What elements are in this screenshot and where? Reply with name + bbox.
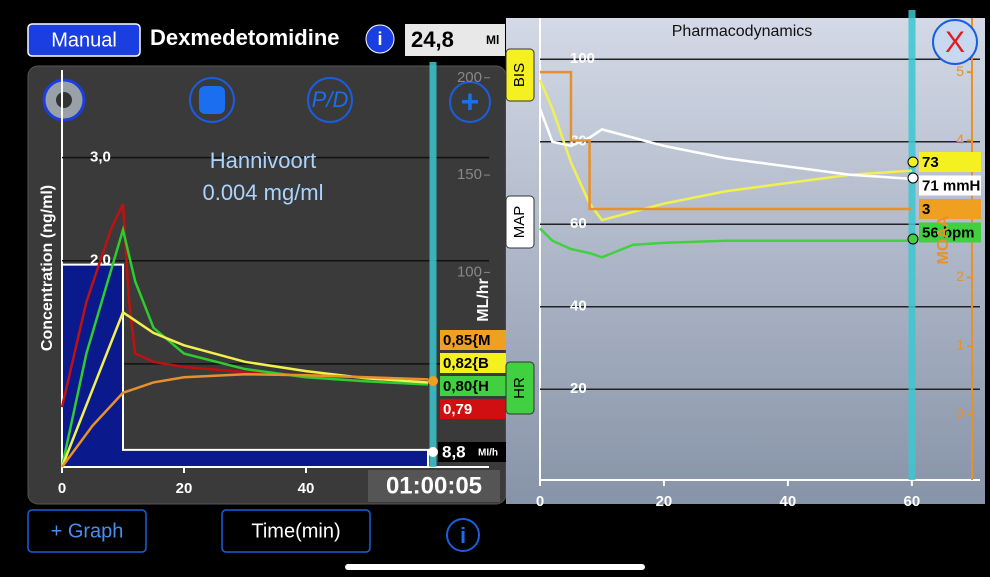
end-label-bg [919, 199, 981, 219]
side-label-bg [505, 361, 535, 415]
elapsed-box [368, 470, 500, 502]
y2-axis-label: MOAA [935, 215, 952, 264]
y-tick-label: 40 [570, 298, 587, 315]
database-icon[interactable] [189, 77, 235, 123]
y2-tick-label: 0 [956, 405, 964, 421]
right-panel [506, 18, 985, 504]
side-label-bg [505, 48, 535, 102]
end-label-bg [440, 376, 506, 396]
plus-icon[interactable]: + [449, 81, 491, 123]
x-tick-label: 40 [298, 480, 315, 497]
elapsed-time: 01:00:05 [386, 472, 482, 499]
end-label: 0,79 [443, 401, 472, 418]
end-label: 56 bpm [922, 224, 975, 241]
info-label: i [460, 523, 466, 548]
end-label: 3 [922, 201, 930, 218]
series-line [60, 224, 429, 468]
x-tick-label: 0 [58, 480, 66, 497]
drug-concentration: 0.004 mg/ml [202, 180, 323, 205]
end-label: 0,85{M [443, 332, 491, 349]
pd-ring [307, 77, 353, 123]
end-label: 0,82{B [443, 355, 489, 372]
series-line [60, 372, 429, 468]
manual-label: Manual [51, 29, 117, 51]
end-label-bg [919, 222, 981, 243]
x-tick-label: 20 [656, 493, 673, 510]
plus-text: + [461, 83, 480, 119]
side-label-bg [505, 195, 535, 249]
y2-tick-label: 1 [956, 337, 964, 353]
time-label: Time(min) [251, 520, 340, 542]
x-tick-label: 20 [176, 480, 193, 497]
cursor-dot [907, 233, 919, 245]
series-line [539, 227, 912, 259]
end-label: 71 mmH [922, 177, 980, 194]
series-line [60, 310, 429, 468]
info-button[interactable] [446, 518, 480, 552]
rate-label-unit: MI/h [478, 448, 498, 459]
y2-tick-label: 200 [457, 69, 482, 86]
side-label: HR [511, 377, 528, 399]
y2-tick-label: 150 [457, 166, 482, 183]
rate-label: 8,8 [442, 442, 466, 461]
rate-unit: Ml [486, 33, 499, 47]
rate-label-bg [438, 442, 506, 462]
info-icon-text: i [377, 29, 382, 49]
manual-button[interactable] [27, 23, 141, 57]
close-button[interactable] [932, 19, 978, 65]
y-tick-label: 20 [570, 380, 587, 397]
db-body [199, 86, 225, 114]
drug-name: Dexmedetomidine [150, 25, 340, 50]
cursor-dot [907, 172, 919, 184]
plus-ring [449, 81, 491, 123]
y2-tick-label: 2 [956, 268, 964, 284]
y2-tick-label: 4 [956, 131, 964, 147]
infusion-area [61, 263, 429, 468]
side-label: BIS [511, 63, 528, 87]
y-tick-label: 3,0 [90, 149, 111, 166]
end-label-bg [919, 175, 981, 196]
y-axis-label: Concentration (ng/ml) [39, 185, 56, 351]
rate-box [405, 24, 505, 56]
y-tick-label: 100 [570, 50, 595, 67]
end-label-bg [440, 330, 506, 350]
y2-tick-label: 5 [956, 63, 964, 79]
end-label-bg [440, 399, 506, 419]
cursor-dot [428, 376, 438, 386]
pd-text: P/D [312, 87, 349, 112]
end-label: 0,80{H [443, 378, 489, 395]
side-label: MAP [511, 206, 528, 239]
db-ring [189, 77, 235, 123]
right-title: Pharmacodynamics [672, 23, 813, 40]
add-graph-label: + Graph [51, 520, 124, 542]
home-indicator [345, 564, 645, 570]
cursor-dot [907, 156, 919, 168]
series-line [538, 108, 912, 181]
y2-tick-label: 100 [457, 263, 482, 280]
series-line [540, 70, 912, 211]
pd-icon[interactable]: P/D [307, 77, 353, 123]
end-label-bg [440, 353, 506, 373]
end-label-bg [919, 152, 981, 172]
y2-axis-label: ML/hr [475, 278, 492, 322]
close-label: X [945, 26, 965, 59]
gear-hole [56, 92, 72, 108]
end-label: 73 [922, 154, 939, 171]
x-tick-label: 40 [780, 493, 797, 510]
x-tick-label: 60 [903, 493, 920, 510]
x-tick-label: 0 [536, 493, 544, 510]
y-tick-label: 60 [570, 215, 587, 232]
rate-value: 24,8 [411, 27, 454, 52]
info-icon[interactable] [365, 24, 395, 54]
model-name: Hannivoort [210, 148, 316, 173]
time-button[interactable] [221, 509, 371, 553]
gear-icon[interactable] [42, 78, 86, 122]
add-graph-button[interactable] [27, 509, 147, 553]
rate-dot [428, 447, 438, 457]
